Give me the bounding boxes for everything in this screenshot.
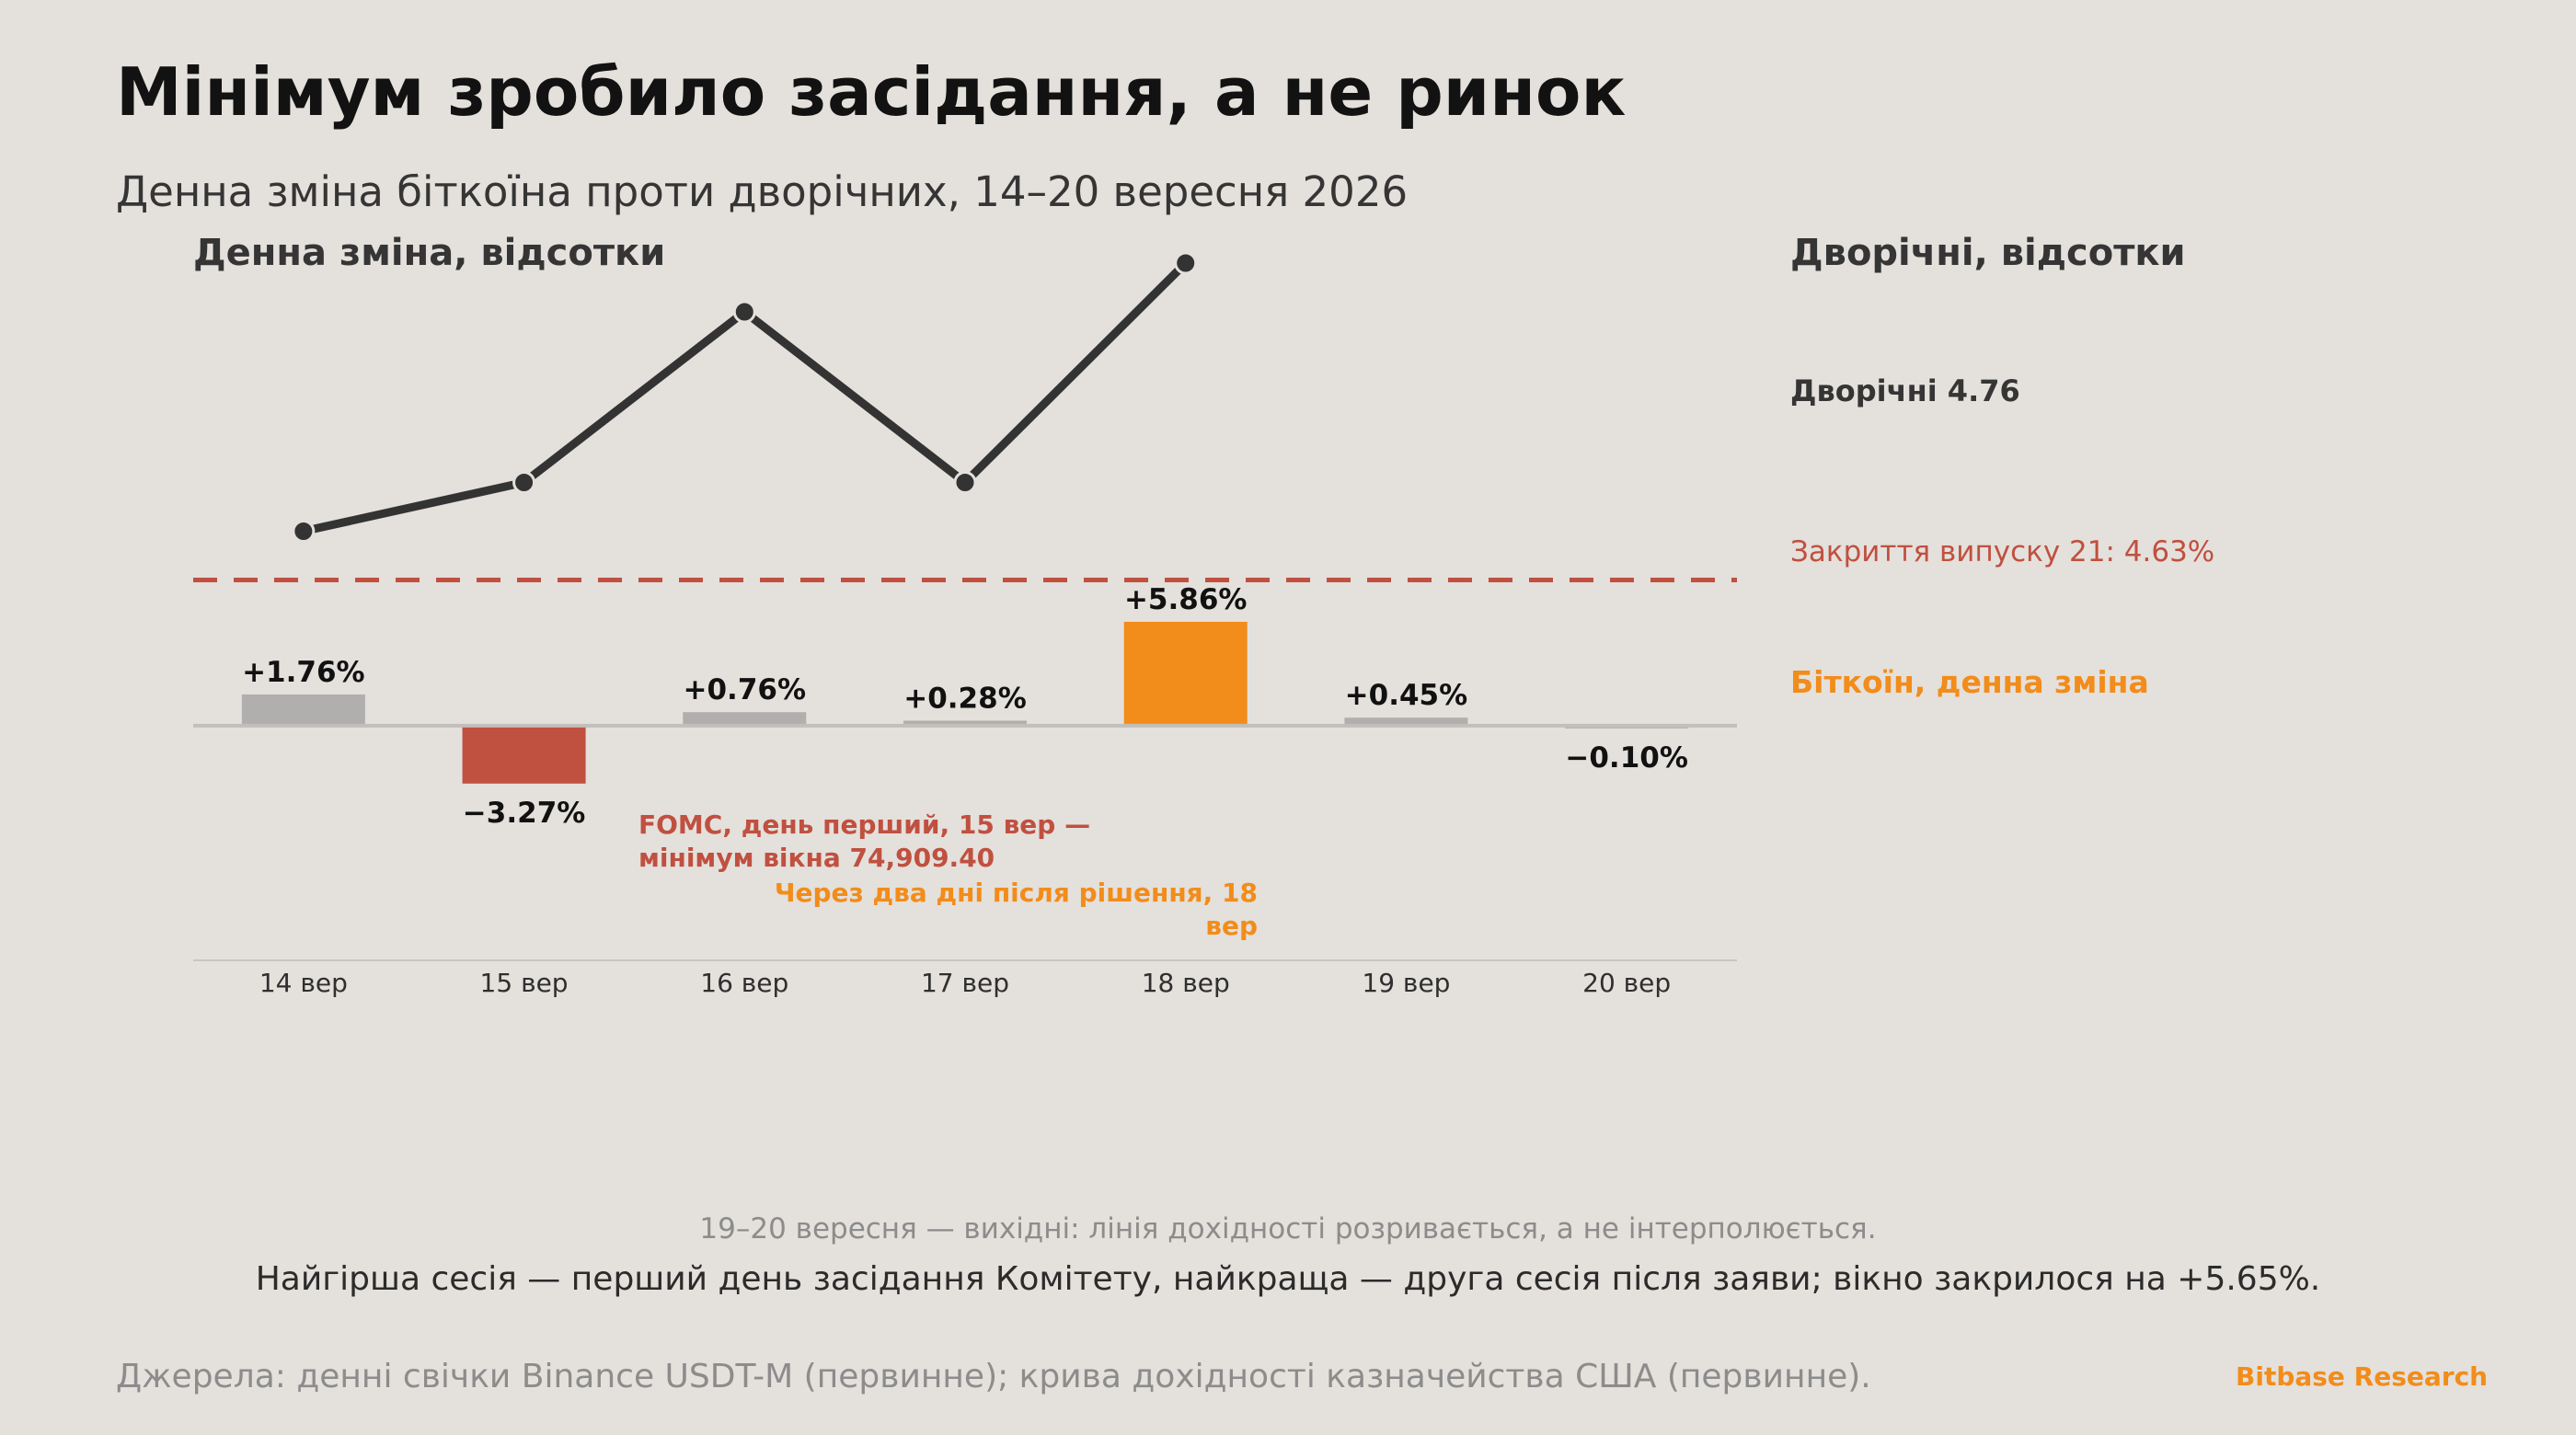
yield-point (732, 300, 756, 324)
x-tick-label: 18 вер (1142, 968, 1230, 998)
bar-value-label: −0.10% (1565, 741, 1688, 775)
brand-logo: Bitbase Research (2236, 1361, 2489, 1392)
btc-series-label: Біткоїн, денна зміна (1790, 664, 2149, 700)
page-subtitle: Денна зміна біткоїна проти дворічних, 14… (116, 167, 1409, 216)
combo-chart: +1.76% −3.27% +0.76% +0.28% +5.86% +0.45% −0.1… (193, 251, 1737, 998)
bar-value-label: +5.86% (1124, 583, 1248, 616)
summary-note: Найгірша сесія — перший день засідання К… (255, 1260, 2321, 1298)
x-tick-label: 19 вер (1362, 968, 1450, 998)
yield-point (1174, 251, 1198, 275)
x-tick-label: 17 вер (921, 968, 1009, 998)
fomc-annotation: FOMC, день перший, 15 вер — (638, 809, 1090, 840)
x-tick-label: 20 вер (1582, 968, 1671, 998)
bar-value-label: +0.76% (684, 673, 807, 706)
post-decision-annotation: вер (1205, 911, 1258, 941)
bar (903, 720, 1027, 726)
bar-value-label: +0.28% (903, 682, 1027, 715)
right-axis-title: Дворічні, відсотки (1790, 232, 2186, 274)
bar (1123, 622, 1248, 726)
bar-value-label: −3.27% (463, 797, 586, 830)
bar (683, 712, 807, 726)
x-tick-label: 15 вер (480, 968, 569, 998)
threshold-label: Закриття випуску 21: 4.63% (1790, 535, 2215, 568)
yield-point (953, 471, 977, 494)
yield-point (292, 520, 316, 543)
weekend-note: 19–20 вересня — вихідні: лінія дохідност… (699, 1212, 1877, 1246)
post-decision-annotation: Через два дні після рішення, 18 (775, 878, 1258, 908)
bar (241, 694, 365, 726)
yield-series-label: Дворічні 4.76 (1790, 373, 2020, 408)
fomc-annotation: мінімум вікна 74,909.40 (638, 843, 995, 873)
bar (1344, 718, 1468, 726)
sources-note: Джерела: денні свічки Binance USDT-M (пе… (116, 1358, 1871, 1395)
yield-point (512, 471, 536, 494)
bar (462, 725, 586, 784)
bar-value-label: +1.76% (242, 656, 365, 689)
x-tick-label: 14 вер (259, 968, 348, 998)
left-axis-title: Денна зміна, відсотки (193, 232, 666, 274)
x-tick-label: 16 вер (700, 968, 788, 998)
bar-value-label: +0.45% (1345, 679, 1468, 712)
page-title: Мінімум зробило засідання, а не ринок (116, 53, 1627, 131)
